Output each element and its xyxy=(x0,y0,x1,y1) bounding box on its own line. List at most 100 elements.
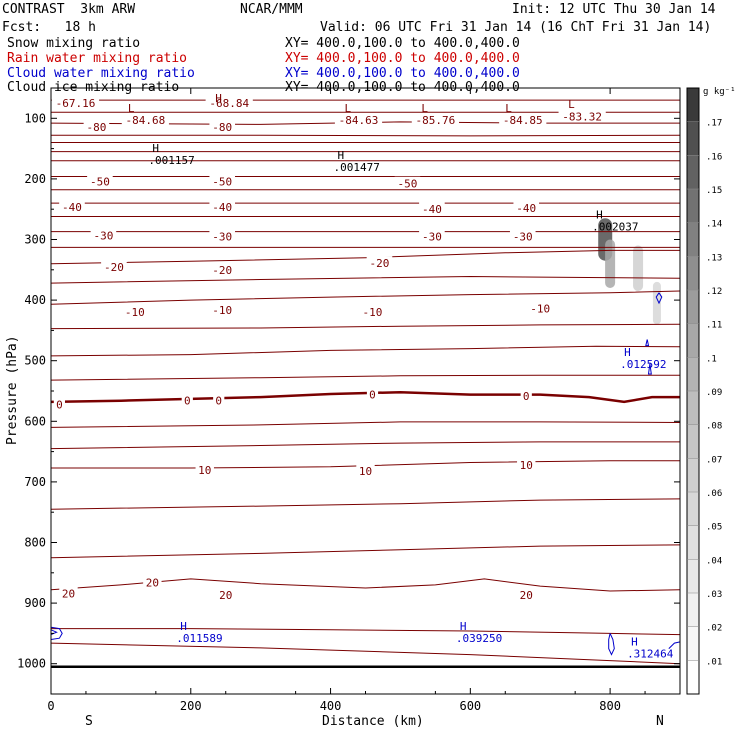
colorbar-label-13: .14 xyxy=(706,220,722,230)
contour-label-7: -80 xyxy=(86,121,106,134)
extremum-value-6: .001157 xyxy=(148,154,194,167)
colorbar-label-2: .03 xyxy=(706,590,722,600)
colorbar-label-3: .04 xyxy=(706,556,722,566)
extremum-symbol-6: H xyxy=(152,142,159,155)
temperature-contour-22 xyxy=(51,460,680,469)
colorbar-bin-5 xyxy=(687,492,699,526)
colorbar-label-4: .05 xyxy=(706,523,722,533)
contour-label-bg-27 xyxy=(53,397,65,410)
contour-label-1: -68.84 xyxy=(209,97,249,110)
y-axis-title: Pressure (hPa) xyxy=(5,335,20,445)
temperature-contour-24 xyxy=(50,544,681,559)
x-tick-label-800: 800 xyxy=(599,699,621,713)
cloud-water-contour-0 xyxy=(50,626,63,640)
colorbar-bin-16 xyxy=(687,121,699,156)
contour-label-bg-37 xyxy=(216,588,235,601)
y-tick-label-300: 300 xyxy=(24,233,46,247)
cloud-water-contour-6 xyxy=(647,363,652,375)
forecast-hour: Fcst: 18 h xyxy=(2,20,96,35)
contour-label-17: -30 xyxy=(212,230,232,243)
contour-label-12: -40 xyxy=(62,201,82,214)
temperature-contour-3 xyxy=(51,134,681,137)
plot-frame xyxy=(50,87,681,695)
contour-label-9: -50 xyxy=(90,175,110,188)
temperature-contour-16 xyxy=(50,323,681,330)
legend-cloud-water-xy: XY= 400.0,100.0 to 400.0,400.0 xyxy=(285,66,520,81)
contour-label-18: -30 xyxy=(422,230,442,243)
contour-label-bg-18 xyxy=(419,229,445,242)
contour-label-bg-6 xyxy=(558,109,606,122)
contour-label-13: -40 xyxy=(212,201,232,214)
y-tick-label-100: 100 xyxy=(24,111,46,125)
contour-label-bg-2 xyxy=(121,113,169,126)
extremum-symbol-2: L xyxy=(421,102,428,115)
extremum-value-8: .002037 xyxy=(592,220,638,233)
colorbar-bin-13 xyxy=(687,222,699,257)
contour-label-bg-32 xyxy=(195,462,214,475)
temperature-contour-17 xyxy=(50,345,681,357)
extremum-value-9: .012592 xyxy=(620,358,666,371)
contour-label-0: -67.16 xyxy=(56,97,96,110)
contour-label-24: -10 xyxy=(212,304,232,317)
temperature-contour-2 xyxy=(50,121,680,125)
contour-label-15: -40 xyxy=(516,202,536,215)
contour-label-bg-13 xyxy=(209,199,236,212)
colorbar-label-0: .01 xyxy=(706,657,722,667)
contour-label-37: 20 xyxy=(219,589,232,602)
extremum-symbol-12: H xyxy=(631,636,638,649)
contour-label-bg-8 xyxy=(209,119,236,132)
extremum-symbol-10: H xyxy=(180,620,187,633)
extremum-symbol-3: L xyxy=(505,102,512,115)
contour-label-bg-15 xyxy=(513,200,540,213)
colorbar-bin-1 xyxy=(687,626,699,661)
contour-label-10: -50 xyxy=(212,175,232,188)
colorbar-label-7: .08 xyxy=(706,422,722,432)
extremum-symbol-7: H xyxy=(338,149,345,162)
colorbar: .01 .02 .03 .04 .05 .06 .07 .08 .09 .1 .11 .12 .13 .1… xyxy=(686,87,722,695)
temperature-contour-14 xyxy=(50,275,681,284)
y-tick-label-400: 400 xyxy=(24,293,46,307)
contour-label-27: 0 xyxy=(56,398,63,411)
colorbar-units: g kg⁻¹ xyxy=(703,87,736,97)
contour-label-21: -20 xyxy=(212,264,232,277)
colorbar-bin-15 xyxy=(687,155,699,189)
init-time: Init: 12 UTC Thu 30 Jan 14 xyxy=(512,2,716,17)
contour-label-20: -20 xyxy=(104,261,124,274)
contour-label-16: -30 xyxy=(93,229,113,242)
snow-shading-1 xyxy=(605,239,616,288)
contour-label-bg-9 xyxy=(87,174,113,187)
south-endpoint-label: S xyxy=(85,714,93,729)
snow-shading-2 xyxy=(633,245,644,292)
x-tick-label-200: 200 xyxy=(180,699,202,713)
legend-rain: Rain water mixing ratio xyxy=(7,51,188,66)
contour-label-35: 20 xyxy=(62,587,75,600)
extremum-value-10: .011589 xyxy=(176,632,222,645)
contour-label-33: 10 xyxy=(359,465,372,478)
contour-label-2: -84.68 xyxy=(125,114,165,127)
colorbar-label-9: .1 xyxy=(706,354,717,364)
extremum-value-12: .312464 xyxy=(627,648,674,661)
contour-label-bg-10 xyxy=(209,174,236,187)
contour-label-8: -80 xyxy=(212,121,232,134)
contour-label-23: -10 xyxy=(125,306,145,319)
extremum-symbol-11: H xyxy=(460,620,467,633)
contour-label-bg-28 xyxy=(181,393,193,406)
snow-shading-3 xyxy=(652,281,661,325)
contour-label-14: -40 xyxy=(422,203,442,216)
contour-label-bg-31 xyxy=(520,388,532,401)
legend-rain-xy: XY= 400.0,100.0 to 400.0,400.0 xyxy=(285,51,520,66)
colorbar-bin-3 xyxy=(687,559,699,593)
temperature-contour-26 xyxy=(51,628,681,636)
x-axis-title: Distance (km) xyxy=(322,714,424,729)
temperature-contour-23 xyxy=(50,498,681,510)
temperature-contour-layer xyxy=(50,99,681,668)
colorbar-label-5: .06 xyxy=(706,489,722,499)
contour-label-bg-3 xyxy=(334,113,383,126)
colorbar-label-1: .02 xyxy=(706,624,722,634)
colorbar-label-8: .09 xyxy=(706,388,722,398)
extremum-symbol-5: H xyxy=(215,92,222,105)
contour-label-31: 0 xyxy=(523,390,530,403)
temperature-contour-13 xyxy=(50,249,680,265)
colorbar-label-14: .15 xyxy=(706,186,722,196)
